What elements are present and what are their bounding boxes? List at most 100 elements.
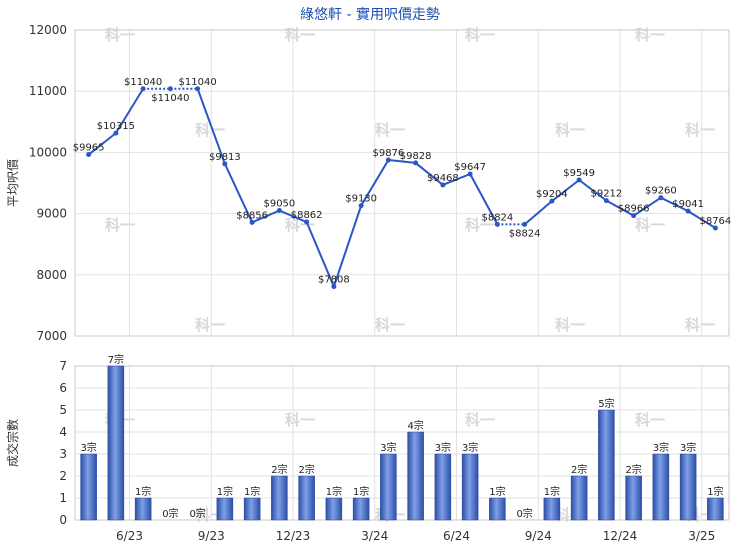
- price-point: [86, 152, 92, 158]
- line-segment: [223, 163, 254, 223]
- watermark-text: 科一: [635, 216, 665, 234]
- price-label: $9130: [345, 194, 377, 205]
- price-point: [440, 182, 446, 188]
- price-point: [413, 160, 419, 166]
- price-point: [522, 221, 528, 227]
- price-point: [140, 86, 146, 92]
- price-point: [167, 86, 173, 92]
- price-label: $9050: [263, 199, 295, 210]
- bar: [679, 453, 697, 521]
- line-segment: [660, 196, 689, 212]
- bar-value-label: 3宗: [435, 441, 451, 454]
- price-point: [494, 221, 500, 227]
- price-point: [712, 225, 718, 231]
- price-label: $9204: [536, 189, 568, 200]
- bar-y-tick-label: 4: [59, 425, 67, 439]
- price-labels: $9965$10315$11040$11040$11040$9813$8856$…: [73, 77, 732, 286]
- price-point: [603, 198, 609, 204]
- price-label: $8764: [699, 216, 731, 227]
- price-label: $9647: [454, 162, 486, 173]
- watermark-text: 科一: [285, 26, 315, 44]
- bar: [625, 475, 642, 521]
- price-label: $9260: [645, 186, 677, 197]
- bar-value-label: 3宗: [380, 441, 396, 454]
- x-ticks: 6/23 9/23 12/23 3/24 6/24 9/24 12/24 3/25: [116, 529, 715, 543]
- bar-value-label: 2宗: [271, 463, 287, 476]
- bar-y-tick-label: 3: [59, 447, 67, 461]
- watermark-text: 科一: [685, 316, 715, 334]
- price-label: $8824: [509, 228, 541, 239]
- bar-y-tick-label: 5: [59, 403, 67, 417]
- price-point: [304, 219, 310, 225]
- x-tick-label: 12/23: [276, 529, 311, 543]
- line-segment: [88, 132, 117, 156]
- bar-y-tick-label: 1: [59, 491, 67, 505]
- bar: [243, 497, 261, 521]
- bar: [461, 453, 479, 521]
- price-point: [631, 213, 637, 219]
- watermark-text: 科一: [555, 121, 585, 139]
- bar: [107, 365, 125, 521]
- line-segment: [251, 209, 280, 224]
- line-segment: [115, 88, 144, 134]
- bar-series: [80, 365, 724, 521]
- price-point: [685, 208, 691, 214]
- bar-value-label: 0宗: [162, 507, 178, 520]
- bar-y-tick-label: 2: [59, 469, 67, 483]
- price-label: $9876: [372, 148, 404, 159]
- bar: [80, 453, 97, 521]
- price-label: $9212: [590, 189, 622, 200]
- bar: [434, 453, 452, 521]
- price-point: [222, 161, 228, 167]
- line-segment: [414, 162, 444, 186]
- bar-value-label: 3宗: [462, 441, 478, 454]
- watermark-text: 科一: [195, 121, 225, 139]
- line-segment: [578, 179, 607, 202]
- price-point: [195, 86, 201, 92]
- bar: [134, 497, 152, 521]
- bar-value-label: 2宗: [298, 463, 314, 476]
- watermark-text: 科一: [685, 121, 715, 139]
- price-label: $9468: [427, 173, 459, 184]
- line-y-axis-title: 平均呎價: [6, 159, 20, 207]
- bar-plot-frame: [74, 365, 730, 521]
- price-point: [249, 219, 255, 225]
- price-label: $9828: [400, 151, 432, 162]
- line-segment: [469, 173, 499, 225]
- bar-value-label: 1宗: [326, 485, 342, 498]
- watermark-text: 科一: [465, 411, 495, 429]
- x-tick-label: 12/24: [603, 529, 638, 543]
- bar-value-label: 1宗: [707, 485, 723, 498]
- watermark-text: 科一: [555, 316, 585, 334]
- line-segment: [388, 158, 416, 164]
- bar: [707, 497, 724, 521]
- price-point: [576, 177, 582, 183]
- bar: [352, 497, 370, 521]
- price-point: [276, 208, 282, 214]
- bar-value-label: 0宗: [516, 507, 532, 520]
- line-segment: [687, 210, 716, 229]
- bar: [489, 497, 506, 521]
- watermark-text: 科一: [465, 216, 495, 234]
- bar-value-label: 0宗: [189, 507, 205, 520]
- bar-value-labels: 3宗 7宗 1宗 0宗 0宗 1宗 1宗 2宗 2宗 1宗 1宗 3宗 4宗 3宗 3宗 1宗 0宗 1宗 2宗 5宗…: [80, 353, 723, 520]
- line-y-ticks: 7000 8000 9000 10000 11000 12000: [29, 23, 67, 343]
- bar: [570, 475, 588, 521]
- watermark-text: 科一: [375, 316, 405, 334]
- price-label: $9965: [73, 143, 105, 154]
- price-point: [658, 195, 664, 201]
- line-segment: [196, 88, 226, 165]
- price-point: [358, 203, 364, 209]
- price-label: $11040: [151, 93, 189, 104]
- bar-value-label: 5宗: [598, 397, 614, 410]
- bar-value-label: 3宗: [653, 441, 669, 454]
- line-segment: [633, 196, 662, 217]
- x-tick-label: 6/24: [443, 529, 470, 543]
- bar: [543, 497, 561, 521]
- line-segment: [278, 209, 308, 223]
- bar-value-label: 1宗: [135, 485, 151, 498]
- bar-value-label: 1宗: [244, 485, 260, 498]
- price-label: $8824: [481, 212, 513, 223]
- bar: [407, 431, 424, 521]
- price-label: $9041: [672, 199, 704, 210]
